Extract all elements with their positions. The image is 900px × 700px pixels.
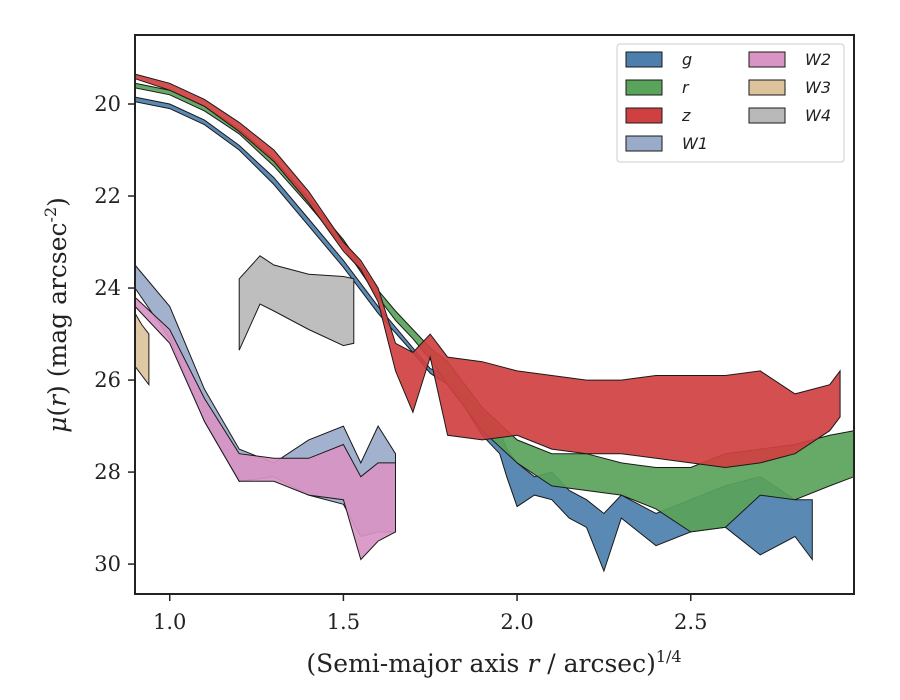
y-tick-label: 22 [94,184,121,208]
legend-swatch-r [625,79,663,96]
band-z [134,73,841,469]
plot-frame [134,34,855,595]
x-tick-label: 1.5 [327,610,360,634]
y-axis-label: μ(r) (mag arcsec-2) [41,197,72,433]
legend-swatch-w4 [748,107,786,124]
y-tick-label: 24 [94,276,121,300]
legend-swatch-w3 [748,79,786,96]
legend-swatch-w2 [748,51,786,68]
legend-label-g: g [682,50,692,69]
legend-box [616,43,845,163]
series-layer [134,73,855,573]
x-tick-label: 1.0 [153,610,186,634]
band-w3 [134,311,150,387]
legend-swatch-w1 [625,135,663,152]
legend: grz W1 W2 W3 W4 [616,43,845,163]
legend-label-z: z [681,106,691,125]
legend-swatch-z [625,107,663,124]
y-tick-label: 30 [94,552,121,576]
band-w4 [238,255,355,351]
y-tick-label: 20 [94,92,121,116]
band-w2 [134,296,396,561]
y-tick-label: 26 [94,368,121,392]
axis-ticks: 1.0 1.5 2.0 2.5 20 22 24 26 28 30 [94,92,707,634]
legend-label-w3: W3 [805,78,831,97]
legend-label-w4: W4 [805,106,831,125]
x-axis-label: (Semi-major axis r / arcsec)1/4 [306,647,681,678]
x-tick-label: 2.0 [500,610,533,634]
legend-label-r: r [682,78,690,97]
legend-label-w1: W1 [682,134,708,153]
legend-swatch-g [625,51,663,68]
y-tick-label: 28 [94,460,121,484]
legend-label-w2: W2 [805,50,831,69]
x-tick-label: 2.5 [674,610,707,634]
